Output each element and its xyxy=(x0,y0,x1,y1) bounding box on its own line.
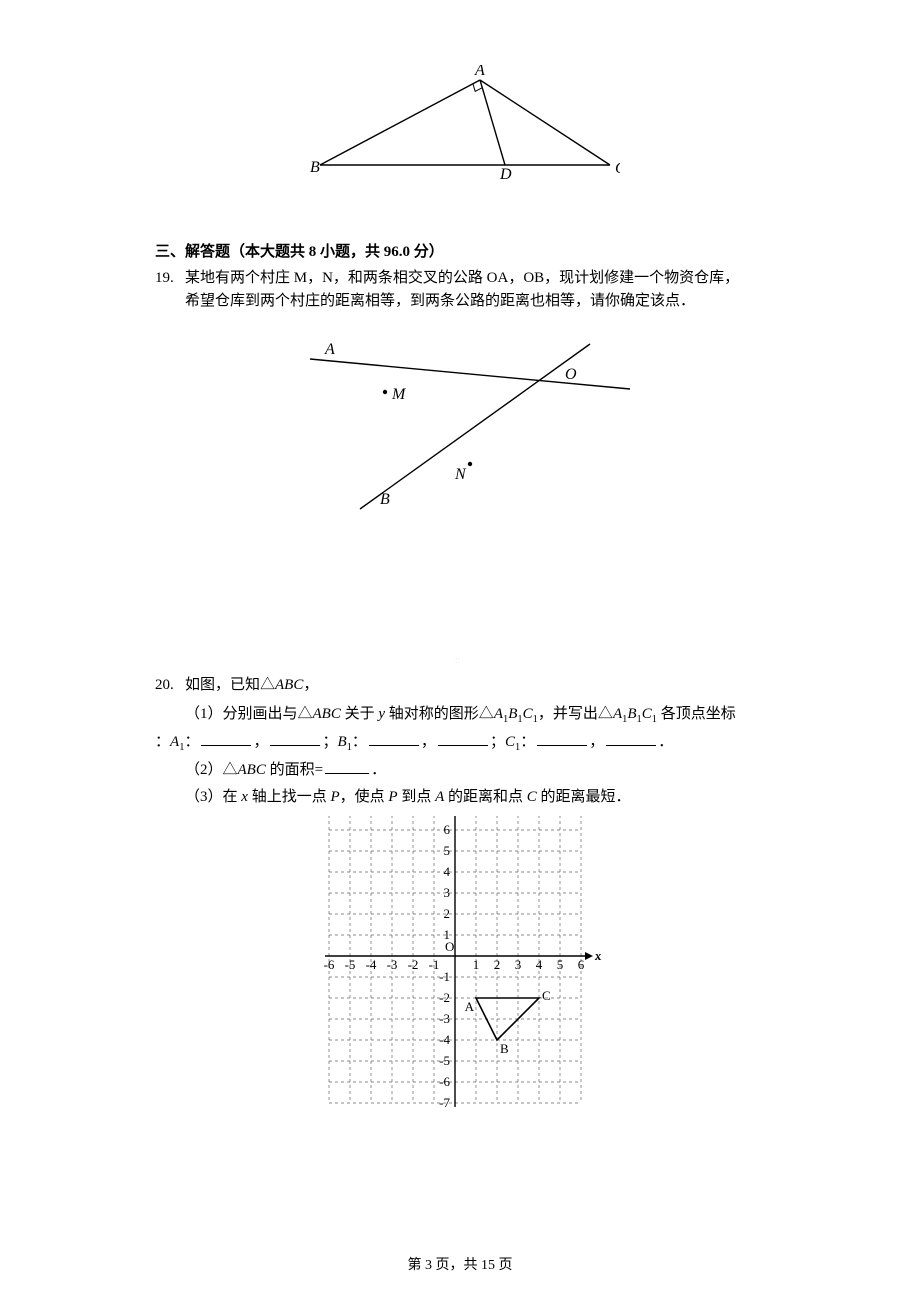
q20-part1-line1: （1）分别画出与△ABC 关于 y 轴对称的图形△A1B1C1，并写出△A1B1… xyxy=(185,701,775,729)
q20-part2: （2）△ABC 的面积=． xyxy=(185,757,775,783)
section-3-title: 三、解答题（本大题共 8 小题，共 96.0 分） xyxy=(155,240,775,261)
q20-intro: 如图，已知△ABC， xyxy=(185,674,775,697)
svg-text:-4: -4 xyxy=(366,957,377,972)
svg-text:A: A xyxy=(474,65,485,79)
svg-text:1: 1 xyxy=(473,957,480,972)
q18-figure: A B C D xyxy=(155,65,775,180)
svg-text:C: C xyxy=(542,988,551,1003)
svg-text:-5: -5 xyxy=(439,1053,450,1068)
q19-number: 19. xyxy=(155,267,185,312)
q19-figure: A O B M N xyxy=(155,324,775,514)
q19-line2: 希望仓库到两个村庄的距离相等，到两条公路的距离也相等，请你确定该点． xyxy=(185,290,775,313)
svg-text:B: B xyxy=(500,1041,509,1056)
svg-text:2: 2 xyxy=(444,906,451,921)
svg-text:3: 3 xyxy=(444,885,451,900)
svg-text:6: 6 xyxy=(444,822,451,837)
svg-text:-6: -6 xyxy=(439,1074,450,1089)
svg-text:4: 4 xyxy=(536,957,543,972)
q19: 19. 某地有两个村庄 M，N，和两条相交叉的公路 OA，OB，现计划修建一个物… xyxy=(155,267,775,312)
svg-text:-2: -2 xyxy=(439,990,450,1005)
q19-svg: A O B M N xyxy=(290,324,640,514)
svg-text:D: D xyxy=(499,166,512,180)
watermark: :: xyxy=(455,655,460,665)
svg-text:4: 4 xyxy=(444,864,451,879)
svg-text:-1: -1 xyxy=(439,969,450,984)
svg-text:-4: -4 xyxy=(439,1032,450,1047)
svg-text:-2: -2 xyxy=(408,957,419,972)
svg-text:-6: -6 xyxy=(324,957,335,972)
q20-part1-line2: ：A1：，；B1：，；C1：，． xyxy=(155,729,775,757)
svg-text:A: A xyxy=(324,341,335,358)
triangle-abc-svg: A B C D xyxy=(310,65,620,180)
svg-text:-3: -3 xyxy=(387,957,398,972)
svg-text:C: C xyxy=(615,160,620,177)
q20-number: 20. xyxy=(155,674,185,697)
svg-text:-3: -3 xyxy=(439,1011,450,1026)
svg-text:B: B xyxy=(380,491,390,508)
svg-text:B: B xyxy=(310,159,320,176)
q20-part3: （3）在 x 轴上找一点 P，使点 P 到点 A 的距离和点 C 的距离最短． xyxy=(185,784,775,810)
svg-text:-7: -7 xyxy=(439,1095,450,1110)
spacer xyxy=(155,514,775,674)
svg-text:N: N xyxy=(454,466,467,483)
svg-text:2: 2 xyxy=(494,957,501,972)
svg-text:x: x xyxy=(594,948,601,963)
svg-text:A: A xyxy=(465,999,475,1014)
q20: 20. 如图，已知△ABC， xyxy=(155,674,775,697)
svg-text:O: O xyxy=(445,939,454,954)
q20-figure: -6-5-4-3-2-1123456-7-6-5-4-3-2-11234567O… xyxy=(155,816,775,1116)
svg-text:5: 5 xyxy=(444,843,451,858)
q20-grid-svg: -6-5-4-3-2-1123456-7-6-5-4-3-2-11234567O… xyxy=(305,816,625,1116)
page-footer: 第 3 页，共 15 页 xyxy=(0,1254,920,1274)
svg-text:O: O xyxy=(565,366,577,383)
svg-text:5: 5 xyxy=(557,957,564,972)
svg-text:-1: -1 xyxy=(429,957,440,972)
svg-text:3: 3 xyxy=(515,957,522,972)
q19-line1: 某地有两个村庄 M，N，和两条相交叉的公路 OA，OB，现计划修建一个物资仓库， xyxy=(185,267,775,290)
svg-text:6: 6 xyxy=(578,957,585,972)
svg-text:-5: -5 xyxy=(345,957,356,972)
svg-text:M: M xyxy=(391,386,407,403)
